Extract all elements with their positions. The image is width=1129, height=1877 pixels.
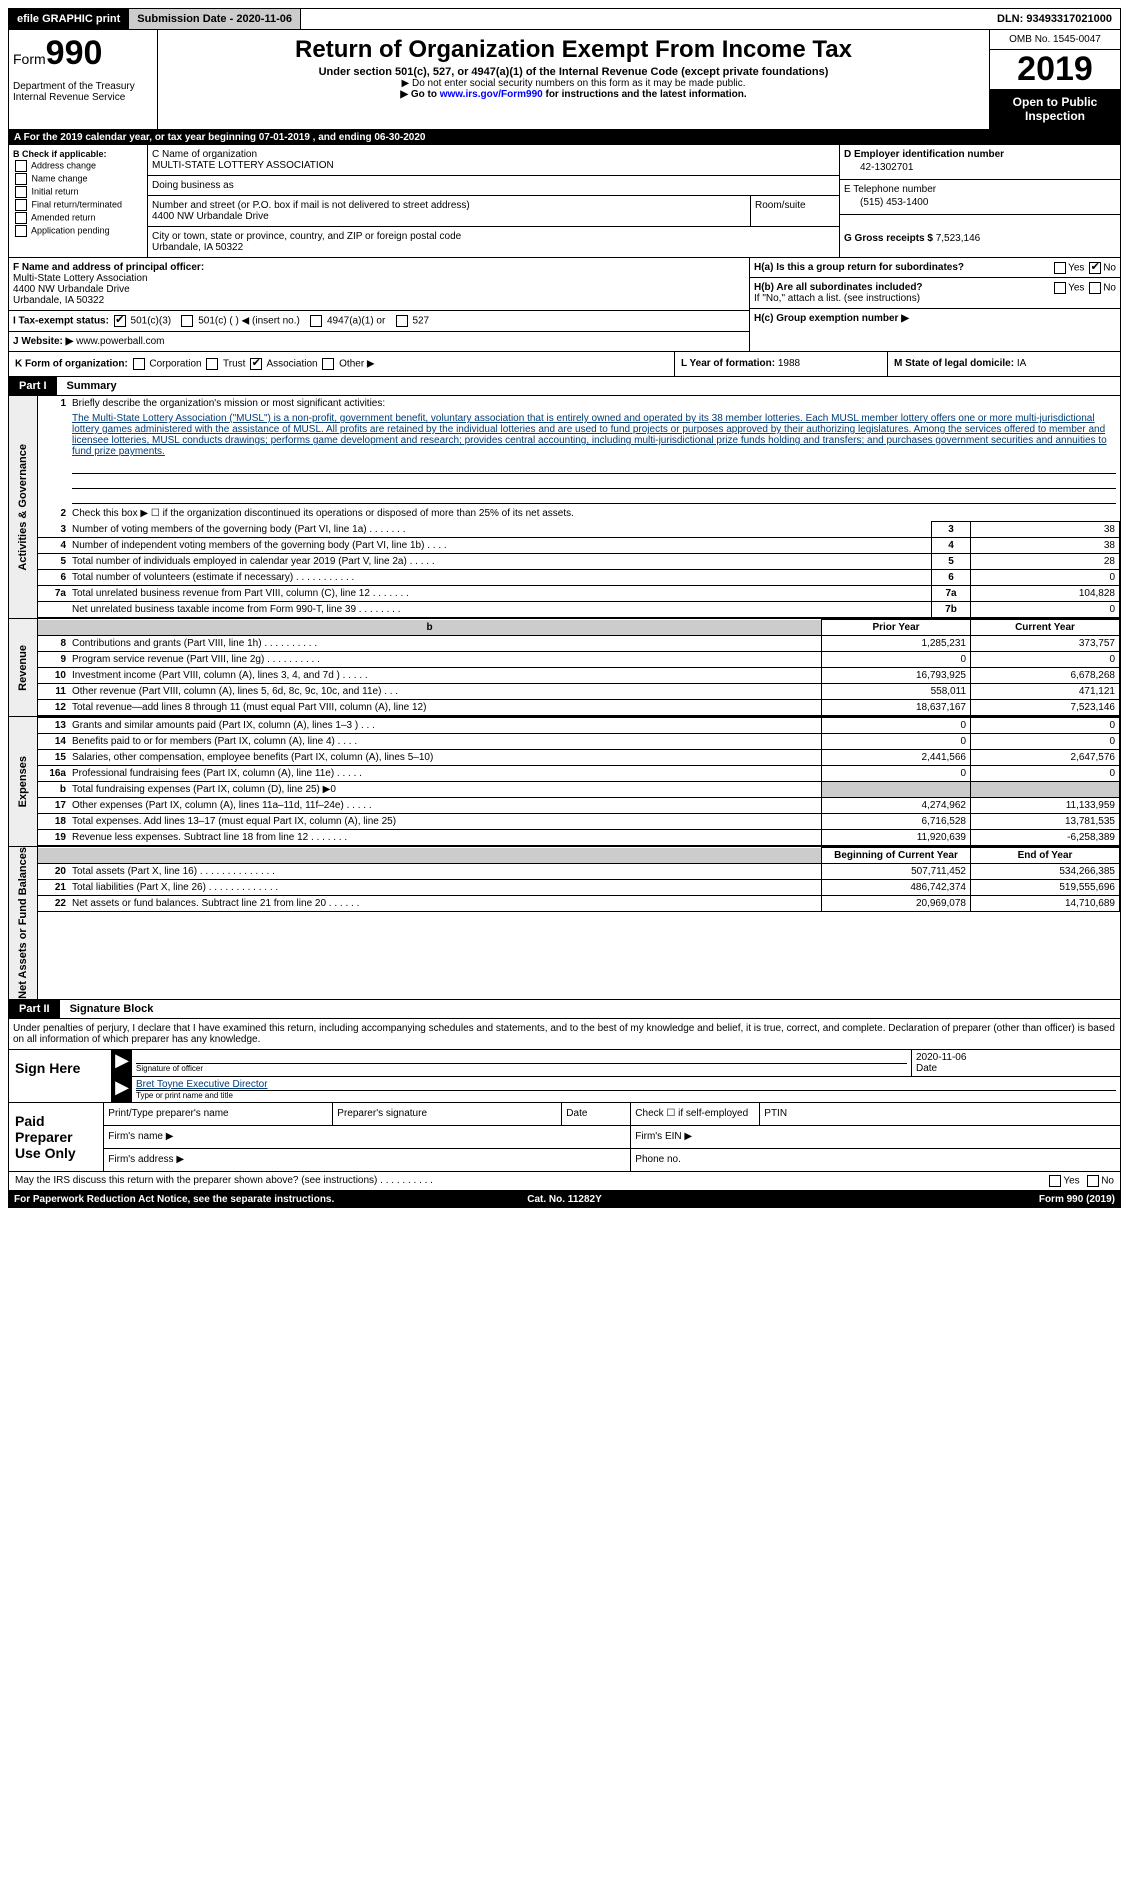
row-a: A For the 2019 calendar year, or tax yea… [8,130,1121,145]
revenue-block: Revenue bPrior YearCurrent Year8Contribu… [8,619,1121,717]
tel: (515) 453-1400 [844,195,1116,210]
j-cell: J Website: ▶ www.powerball.com [9,332,749,351]
org-name-cell: C Name of organization MULTI-STATE LOTTE… [148,145,839,176]
ha-cell: H(a) Is this a group return for subordin… [750,258,1120,278]
vtab-activities: Activities & Governance [9,396,38,618]
blank3 [72,491,1116,504]
section-bcd: B Check if applicable: Address change Na… [8,145,1121,258]
ein: 42-1302701 [844,160,1116,175]
chk-address[interactable]: Address change [13,160,143,172]
sig-officer-field[interactable]: Signature of officer [132,1050,911,1076]
efile-label: efile GRAPHIC print [9,9,128,29]
topbar: efile GRAPHIC print Submission Date - 20… [8,8,1121,30]
department: Department of the Treasury Internal Reve… [13,81,153,103]
form-note2: ▶ Go to www.irs.gov/Form990 for instruct… [162,89,985,100]
row-fhi: F Name and address of principal officer:… [8,258,1121,352]
form-subtitle: Under section 501(c), 527, or 4947(a)(1)… [162,66,985,78]
blank2 [72,476,1116,489]
header: Form990 Department of the Treasury Inter… [8,30,1121,130]
irs-link[interactable]: www.irs.gov/Form990 [440,89,543,100]
sig-date-field: 2020-11-06 Date [911,1050,1120,1076]
i-cell: I Tax-exempt status: 501(c)(3) 501(c) ( … [9,311,749,332]
header-right: OMB No. 1545-0047 2019 Open to Public In… [990,30,1120,129]
hb-cell: H(b) Are all subordinates included? Yes … [750,278,1120,309]
chk-527[interactable] [396,315,408,327]
rev-table: bPrior YearCurrent Year8Contributions an… [38,619,1120,716]
vtab-netassets: Net Assets or Fund Balances [9,847,38,999]
discuss-yes[interactable]: Yes [1047,1175,1079,1187]
paid-preparer-label: Paid Preparer Use Only [9,1103,104,1171]
street-cell: Number and street (or P.O. box if mail i… [148,196,839,227]
col-d: D Employer identification number 42-1302… [840,145,1120,257]
preparer-block: Paid Preparer Use Only Print/Type prepar… [8,1103,1121,1172]
vtab-revenue: Revenue [9,619,38,716]
arrow-icon: ▶ [112,1050,132,1076]
header-center: Return of Organization Exempt From Incom… [158,30,990,129]
vtab-expenses: Expenses [9,717,38,846]
submission-date: Submission Date - 2020-11-06 [128,9,301,29]
signature-block: Under penalties of perjury, I declare th… [8,1019,1121,1103]
blank1 [72,461,1116,474]
prep-row2: Firm's name ▶ Firm's EIN ▶ [104,1125,1120,1148]
street: 4400 NW Urbandale Drive [152,211,746,222]
l-cell: L Year of formation: 1988 [675,352,888,376]
form-note1: ▶ Do not enter social security numbers o… [162,78,985,89]
tax-year: 2019 [990,50,1120,89]
city-cell: City or town, state or province, country… [148,227,839,257]
chk-name[interactable]: Name change [13,173,143,185]
chk-initial[interactable]: Initial return [13,186,143,198]
arrow-icon: ▶ [112,1077,132,1102]
part1-header: Part I Summary [8,377,1121,396]
k-cell: K Form of organization: Corporation Trus… [9,352,675,376]
row-k: K Form of organization: Corporation Trus… [8,352,1121,377]
chk-501c3[interactable] [114,315,126,327]
line-1: 1 Briefly describe the organization's mi… [38,396,1120,411]
chk-pending[interactable]: Application pending [13,225,143,237]
city: Urbandale, IA 50322 [152,242,835,253]
exp-table: 13Grants and similar amounts paid (Part … [38,717,1120,846]
expenses-block: Expenses 13Grants and similar amounts pa… [8,717,1121,847]
chk-amended[interactable]: Amended return [13,212,143,224]
f-cell: F Name and address of principal officer:… [9,258,749,311]
form-title: Return of Organization Exempt From Incom… [162,36,985,64]
page-footer: For Paperwork Reduction Act Notice, see … [8,1191,1121,1208]
sig-name-field: Bret Toyne Executive Director Type or pr… [132,1077,1120,1102]
form-number: Form990 [13,34,153,73]
m-cell: M State of legal domicile: IA [888,352,1120,376]
header-left: Form990 Department of the Treasury Inter… [9,30,158,129]
b-label: B Check if applicable: [13,149,143,159]
chk-501c[interactable] [181,315,193,327]
col-c: C Name of organization MULTI-STATE LOTTE… [148,145,840,257]
gov-table: 3Number of voting members of the governi… [38,521,1120,618]
part2-header: Part II Signature Block [8,1000,1121,1019]
prep-row3: Firm's address ▶ Phone no. [104,1148,1120,1170]
org-name: MULTI-STATE LOTTERY ASSOCIATION [152,160,835,171]
omb-number: OMB No. 1545-0047 [990,30,1120,50]
activities-block: Activities & Governance 1 Briefly descri… [8,396,1121,619]
dln: DLN: 93493317021000 [989,9,1120,29]
discuss-row: May the IRS discuss this return with the… [8,1172,1121,1191]
discuss-no[interactable]: No [1085,1175,1114,1187]
ein-cell: D Employer identification number 42-1302… [840,145,1120,180]
sign-here-label: Sign Here [9,1050,112,1102]
declaration: Under penalties of perjury, I declare th… [9,1019,1120,1050]
chk-4947[interactable] [310,315,322,327]
chk-final[interactable]: Final return/terminated [13,199,143,211]
col-b: B Check if applicable: Address change Na… [9,145,148,257]
website: www.powerball.com [76,336,164,347]
dba-cell: Doing business as [148,176,839,196]
open-public: Open to Public Inspection [990,89,1120,129]
prep-row1: Print/Type preparer's name Preparer's si… [104,1103,1120,1125]
tel-cell: E Telephone number (515) 453-1400 [840,180,1120,215]
mission-desc: The Multi-State Lottery Association ("MU… [38,411,1120,459]
room-label: Room/suite [751,196,839,226]
line-2: 2 Check this box ▶ ☐ if the organization… [38,506,1120,521]
gross-cell: G Gross receipts $ 7,523,146 [840,215,1120,248]
gross-receipts: 7,523,146 [936,233,981,244]
netassets-block: Net Assets or Fund Balances Beginning of… [8,847,1121,1000]
hc-cell: H(c) Group exemption number ▶ [750,309,1120,328]
net-table: Beginning of Current YearEnd of Year20To… [38,847,1120,912]
